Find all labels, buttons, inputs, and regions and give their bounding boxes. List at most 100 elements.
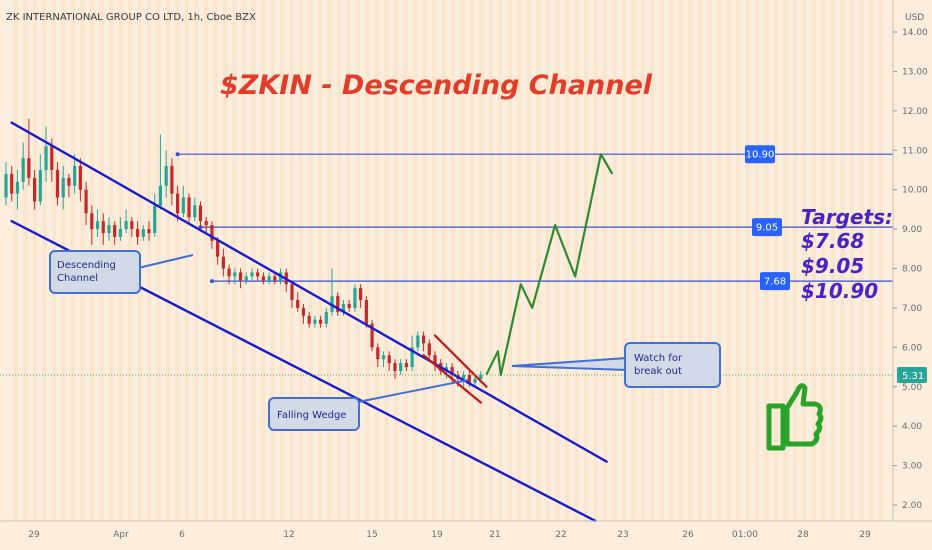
callout-falling-wedge[interactable]: Falling Wedge <box>268 379 469 431</box>
target-text-3: $10.90 <box>801 279 878 303</box>
x-tick-label: Apr <box>113 530 129 540</box>
candle-body <box>176 193 180 214</box>
session-stripe <box>593 0 598 521</box>
session-stripe <box>498 0 503 521</box>
x-tick-label: 21 <box>489 530 500 540</box>
y-tick-label: 8.00 <box>902 265 922 275</box>
session-stripe <box>327 0 332 521</box>
candle-body <box>95 221 100 230</box>
candle-body <box>433 355 437 364</box>
x-tick-label: 15 <box>366 530 377 540</box>
x-tick-label: 6 <box>179 530 185 540</box>
session-stripe <box>460 0 465 521</box>
session-stripe <box>840 0 845 521</box>
session-stripe <box>394 0 398 521</box>
candle-body <box>101 221 105 234</box>
session-stripe <box>289 0 294 521</box>
x-tick-label: 01:00 <box>732 530 758 540</box>
projection-path <box>485 153 614 376</box>
candle-body <box>187 197 191 218</box>
callout-descending-channel[interactable]: Descending Channel <box>49 250 194 294</box>
candle-body <box>261 276 265 281</box>
candle-body <box>313 319 317 324</box>
session-stripe <box>14 0 18 521</box>
candle-body <box>84 189 88 214</box>
session-stripe <box>688 0 693 521</box>
session-stripe <box>660 0 664 521</box>
candle-body <box>44 146 48 170</box>
target-tag <box>752 218 782 237</box>
session-stripe <box>365 0 370 521</box>
session-stripe <box>413 0 417 521</box>
candle-body <box>27 158 31 178</box>
session-stripe <box>527 0 531 521</box>
x-tick-label: 19 <box>431 530 443 540</box>
candle-body <box>399 363 403 371</box>
session-stripe <box>793 0 797 521</box>
target-tags: 10.90 9.05 7.68 <box>745 145 790 291</box>
candle-body <box>78 166 82 190</box>
session-stripe <box>261 0 265 521</box>
session-stripe <box>175 0 180 521</box>
session-stripe <box>280 0 284 521</box>
session-stripe <box>631 0 636 521</box>
callout-watch-breakout[interactable]: Watch for break out <box>511 342 721 388</box>
target-tag <box>760 272 790 291</box>
candle-body <box>135 229 140 237</box>
session-stripe <box>774 0 778 521</box>
session-stripe <box>726 0 731 521</box>
candle-body <box>50 146 54 170</box>
session-stripe <box>470 0 474 521</box>
candle-body <box>410 347 414 368</box>
candle-body <box>244 276 248 281</box>
candle-body <box>204 221 208 226</box>
session-stripe <box>650 0 655 521</box>
candle-body <box>393 363 397 371</box>
session-stripe <box>441 0 446 521</box>
candle-body <box>307 315 311 324</box>
candle-body <box>170 166 174 194</box>
candle-body <box>61 177 65 198</box>
candle-body <box>462 374 466 379</box>
session-stripe <box>622 0 626 521</box>
session-stripe <box>717 0 721 521</box>
session-stripe <box>850 0 854 521</box>
candle-body <box>141 229 145 237</box>
session-stripe <box>204 0 208 521</box>
session-stripe <box>821 0 826 521</box>
callout-pointer <box>137 254 194 269</box>
candle-body <box>164 166 168 186</box>
candle-body <box>250 272 254 277</box>
candle-body <box>113 225 117 237</box>
candle-body <box>10 173 14 194</box>
target-line-anchor <box>175 152 180 157</box>
chart-title: $ZKIN - Descending Channel <box>220 70 653 101</box>
candle-body <box>376 347 380 360</box>
session-stripe <box>156 0 161 521</box>
candle-body <box>479 374 483 379</box>
session-stripe <box>802 0 807 521</box>
candle-body <box>130 221 134 230</box>
session-stripe <box>318 0 322 521</box>
session-stripe <box>745 0 750 521</box>
session-stripe <box>422 0 427 521</box>
candle-body <box>210 225 214 241</box>
currency-label[interactable]: USD <box>905 13 924 23</box>
session-stripe <box>565 0 569 521</box>
candle-body <box>324 311 328 324</box>
session-stripe <box>147 0 151 521</box>
candle-body <box>216 240 220 257</box>
candle-body <box>4 173 8 198</box>
session-stripe <box>555 0 560 521</box>
candle-body <box>267 276 271 281</box>
candle-body <box>33 177 37 202</box>
x-tick-label: 28 <box>797 530 809 540</box>
session-stripe <box>23 0 28 521</box>
callout-pointer <box>357 379 469 403</box>
target-tag-label: 9.05 <box>756 223 778 234</box>
candle-body <box>416 335 420 348</box>
candle-body <box>158 185 163 206</box>
session-stripe <box>517 0 522 521</box>
